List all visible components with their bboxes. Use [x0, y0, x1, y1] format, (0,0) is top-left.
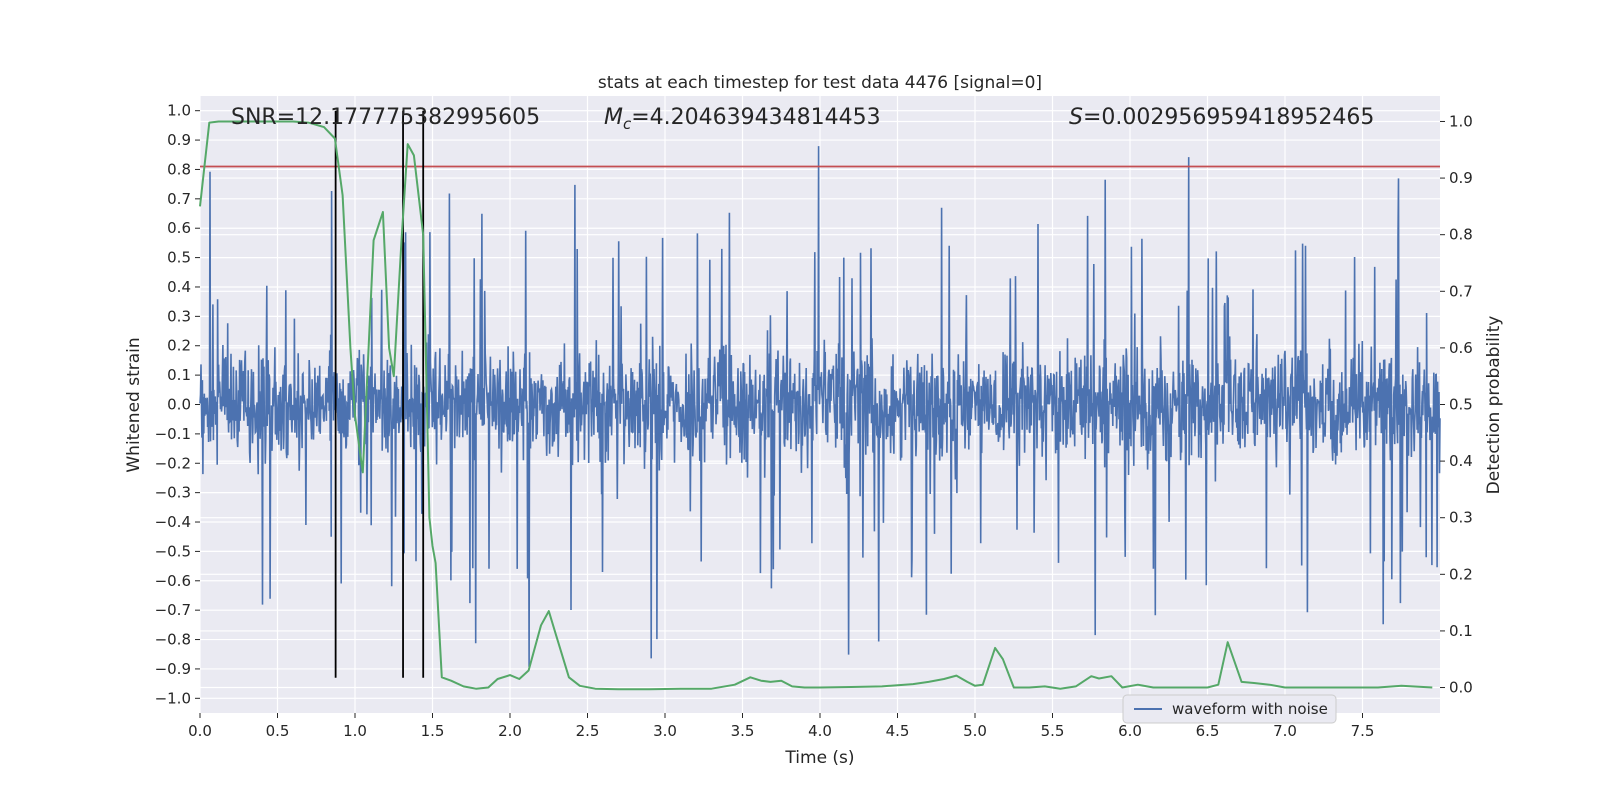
x-tick-label: 2.5 [576, 722, 600, 740]
y-left-tick-label: 0.4 [167, 278, 191, 296]
y-left-tick-label: −1.0 [155, 689, 191, 707]
y-left-tick-label: −0.7 [155, 601, 191, 619]
snr-annotation: SNR=12.177775382995605 [231, 105, 540, 130]
y-left-tick-label: 0.0 [167, 396, 191, 414]
detection-probability-line [199, 120, 1433, 691]
x-tick-label: 6.5 [1196, 722, 1220, 740]
legend-waveform-label: waveform with noise [1172, 700, 1328, 718]
y-right-tick-label: 0.8 [1449, 226, 1473, 244]
y-right-tick-label: 0.7 [1449, 282, 1473, 300]
x-tick-label: 7.0 [1273, 722, 1297, 740]
chirp-mass-value: =4.204639434814453 [631, 105, 880, 130]
y-left-tick-label: −0.3 [155, 484, 191, 502]
chirp-mass-subscript: c [623, 115, 632, 133]
y-right-tick-label: 0.1 [1449, 622, 1473, 640]
x-axis-label: Time (s) [784, 748, 854, 768]
y-left-tick-label: −0.6 [155, 572, 191, 590]
y-right-tick-label: 0.9 [1449, 169, 1473, 187]
y-left-tick-label: 0.5 [167, 249, 191, 267]
y-left-tick-label: −0.1 [155, 425, 191, 443]
detection-probability-series [199, 120, 1433, 691]
grid-lines [199, 96, 1440, 713]
legend-box [1122, 694, 1337, 724]
y-left-tick-label: 0.8 [167, 160, 191, 178]
x-tick-label: 4.0 [808, 722, 832, 740]
x-tick-label: 4.5 [886, 722, 910, 740]
s-statistic-value: =0.002956959418952465 [1083, 105, 1374, 130]
y-left-tick-label: −0.8 [155, 631, 191, 649]
y-left-tick-label: 0.9 [167, 131, 191, 149]
y-right-tick-label: 0.3 [1449, 509, 1473, 527]
y-right-tick-label: 0.2 [1449, 565, 1473, 583]
y-right-tick-label: 0.4 [1449, 452, 1473, 470]
y-left-tick-label: −0.4 [155, 513, 191, 531]
y-left-tick-label: 0.1 [167, 366, 191, 384]
x-tick-label: 2.0 [498, 722, 522, 740]
y-left-tick-label: 0.3 [167, 307, 191, 325]
y-left-tick-label: 0.6 [167, 219, 191, 237]
axis-ticks: 0.0 0.5 1.0 1.5 2.0 2.5 3.0 3.5 4.0 4.5 5.0 5.5 6.0 6… [155, 102, 1473, 740]
x-tick-label: 3.0 [653, 722, 677, 740]
y-right-tick-label: 1.0 [1449, 112, 1473, 130]
x-tick-label: 5.0 [963, 722, 987, 740]
y-right-tick-label: 0.0 [1449, 679, 1473, 697]
x-tick-label: 3.5 [731, 722, 755, 740]
y-left-tick-label: −0.5 [155, 542, 191, 560]
y-left-tick-label: 0.2 [167, 337, 191, 355]
chart-title: stats at each timestep for test data 447… [598, 73, 1042, 93]
waveform-with-noise-series [199, 146, 1441, 667]
y-axis-left-label: Whitened strain [124, 337, 144, 472]
y-right-tick-label: 0.6 [1449, 339, 1473, 357]
y-left-tick-label: 1.0 [167, 102, 191, 120]
y-right-tick-label: 0.5 [1449, 396, 1473, 414]
x-tick-label: 7.5 [1351, 722, 1375, 740]
s-statistic-annotation: S=0.002956959418952465 [1069, 105, 1374, 130]
y-left-tick-label: 0.7 [167, 190, 191, 208]
x-tick-label: 0.5 [266, 722, 290, 740]
y-left-tick-label: −0.9 [155, 660, 191, 678]
x-tick-label: 1.5 [421, 722, 445, 740]
x-tick-label: 0.0 [188, 722, 212, 740]
legend: waveform with noise [1122, 694, 1337, 724]
waveform-line [199, 146, 1441, 667]
y-left-tick-label: −0.2 [155, 454, 191, 472]
x-tick-label: 1.0 [343, 722, 367, 740]
x-tick-label: 5.5 [1041, 722, 1065, 740]
s-statistic-symbol: S [1069, 105, 1083, 130]
x-tick-label: 6.0 [1118, 722, 1142, 740]
chirp-mass-annotation: Mc=4.204639434814453 [604, 105, 881, 133]
chirp-mass-symbol: M [604, 105, 623, 130]
y-axis-right-label: Detection probability [1484, 316, 1504, 495]
